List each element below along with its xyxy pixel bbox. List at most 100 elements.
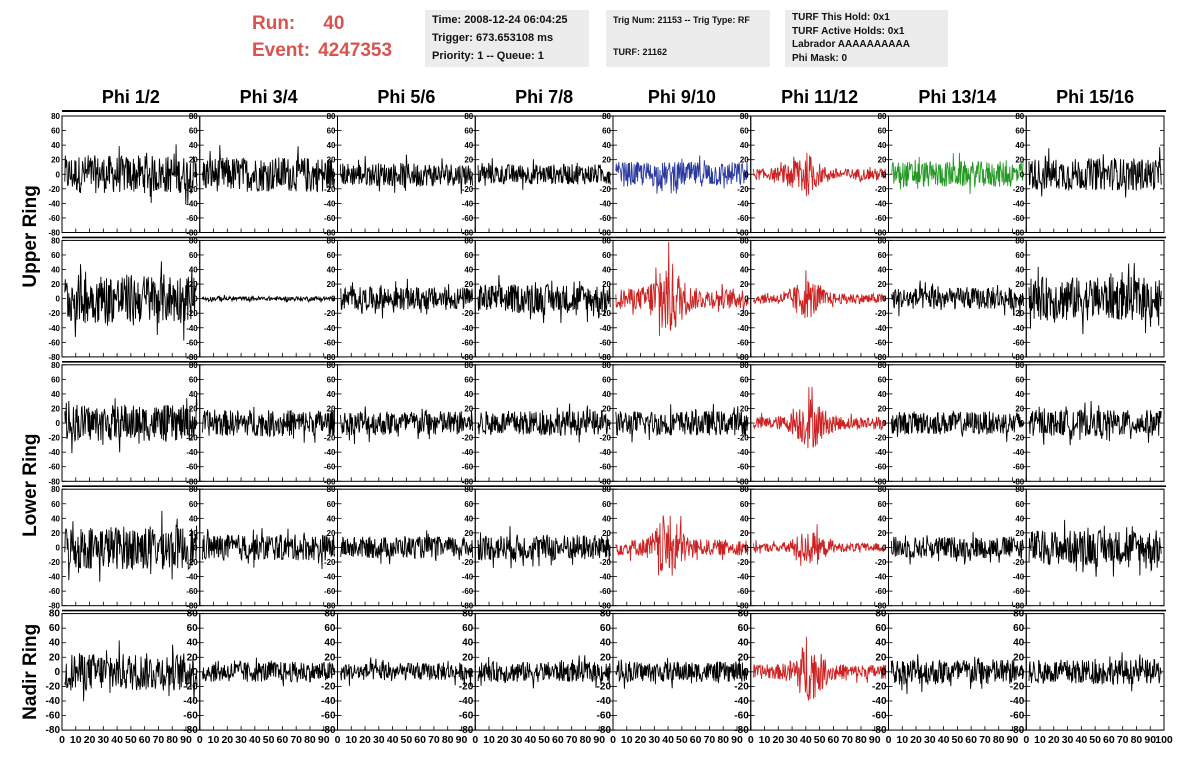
y-tick-label: -40 bbox=[737, 324, 749, 333]
y-tick-label: -40 bbox=[597, 696, 612, 707]
y-tick-label: -80 bbox=[599, 229, 611, 238]
y-tick-label: -60 bbox=[46, 711, 61, 722]
y-tick-label: 0 bbox=[331, 170, 336, 179]
y-tick-label: 60 bbox=[602, 375, 611, 384]
x-tick-label: 10 bbox=[345, 734, 357, 746]
x-tick-label: 0 bbox=[335, 734, 341, 746]
y-tick-label: 40 bbox=[49, 638, 61, 649]
x-tick-label: 80 bbox=[855, 734, 867, 746]
y-tick-label: 80 bbox=[878, 361, 887, 370]
y-tick-label: 0 bbox=[54, 667, 60, 678]
x-tick-label: 40 bbox=[111, 734, 123, 746]
waveform-trace bbox=[615, 241, 749, 336]
x-tick-label: 50 bbox=[263, 734, 275, 746]
x-tick-label: 20 bbox=[1048, 734, 1060, 746]
y-tick-label: -80 bbox=[737, 477, 749, 486]
y-tick-label: 0 bbox=[607, 170, 612, 179]
y-tick-label: -60 bbox=[737, 338, 749, 347]
x-tick-label: 80 bbox=[304, 734, 316, 746]
x-tick-label: 50 bbox=[1089, 734, 1101, 746]
y-tick-label: 0 bbox=[882, 419, 887, 428]
y-tick-label: 0 bbox=[193, 295, 198, 304]
y-tick-label: -20 bbox=[321, 681, 336, 692]
x-tick-label: 80 bbox=[166, 734, 178, 746]
y-tick-label: -60 bbox=[186, 338, 198, 347]
y-tick-label: 40 bbox=[51, 514, 60, 523]
waveform-trace bbox=[64, 144, 198, 205]
y-tick-label: -20 bbox=[324, 309, 336, 318]
y-tick-label: -20 bbox=[459, 681, 474, 692]
y-tick-label: 60 bbox=[1015, 251, 1024, 260]
y-tick-label: 0 bbox=[1019, 667, 1025, 678]
x-tick-label: 60 bbox=[965, 734, 977, 746]
turf-active-holds-text: TURF Active Holds: 0x1 bbox=[792, 25, 905, 37]
y-tick-label: -80 bbox=[186, 229, 198, 238]
y-tick-label: -20 bbox=[599, 309, 611, 318]
y-tick-label: 20 bbox=[464, 280, 473, 289]
x-tick-label: 80 bbox=[1131, 734, 1143, 746]
y-tick-label: -20 bbox=[462, 309, 474, 318]
x-tick-label: 80 bbox=[442, 734, 454, 746]
x-tick-label: 40 bbox=[1076, 734, 1088, 746]
y-tick-label: 60 bbox=[49, 623, 61, 634]
y-tick-label: 40 bbox=[738, 638, 750, 649]
y-tick-label: 0 bbox=[193, 543, 198, 552]
x-tick-label: 0 bbox=[59, 734, 65, 746]
y-tick-label: -80 bbox=[1013, 229, 1025, 238]
waveform-trace bbox=[890, 654, 1024, 695]
y-tick-label: 20 bbox=[464, 404, 473, 413]
y-tick-label: -60 bbox=[186, 214, 198, 223]
y-tick-label: 40 bbox=[464, 141, 473, 150]
y-tick-label: -20 bbox=[737, 185, 749, 194]
column-title: Phi 11/12 bbox=[781, 87, 858, 107]
waveform-trace bbox=[477, 275, 611, 324]
waveform-trace bbox=[64, 640, 198, 702]
x-tick-label: 80 bbox=[580, 734, 592, 746]
y-tick-label: -80 bbox=[186, 353, 198, 362]
y-tick-label: 80 bbox=[1015, 236, 1024, 245]
y-tick-label: -80 bbox=[599, 353, 611, 362]
y-tick-label: -80 bbox=[321, 725, 336, 736]
y-tick-label: -60 bbox=[48, 338, 60, 347]
y-tick-label: 0 bbox=[56, 295, 61, 304]
x-tick-label: 90 bbox=[731, 734, 743, 746]
y-tick-label: 0 bbox=[607, 419, 612, 428]
y-tick-label: 20 bbox=[1015, 404, 1024, 413]
y-tick-label: -80 bbox=[46, 725, 61, 736]
y-tick-label: 20 bbox=[327, 404, 336, 413]
y-tick-label: 40 bbox=[189, 141, 198, 150]
waveform-trace bbox=[753, 636, 887, 701]
y-tick-label: 40 bbox=[1015, 141, 1024, 150]
y-tick-label: -60 bbox=[597, 711, 612, 722]
x-tick-label: 50 bbox=[538, 734, 550, 746]
y-tick-label: -60 bbox=[875, 463, 887, 472]
y-tick-label: 80 bbox=[464, 236, 473, 245]
waveform-trace bbox=[339, 154, 473, 194]
y-tick-label: 0 bbox=[56, 543, 61, 552]
y-tick-label: 80 bbox=[602, 112, 611, 121]
x-tick-label: 60 bbox=[139, 734, 151, 746]
x-tick-label: 60 bbox=[828, 734, 840, 746]
y-tick-label: 60 bbox=[1015, 375, 1024, 384]
y-tick-label: 40 bbox=[740, 514, 749, 523]
y-tick-label: 60 bbox=[189, 251, 198, 260]
x-tick-label: 40 bbox=[662, 734, 674, 746]
y-tick-label: -80 bbox=[48, 477, 60, 486]
y-tick-label: -20 bbox=[183, 681, 198, 692]
x-tick-label: 0 bbox=[886, 734, 892, 746]
run-label: Run: bbox=[252, 13, 296, 34]
y-tick-label: -20 bbox=[599, 185, 611, 194]
y-tick-label: 80 bbox=[327, 236, 336, 245]
y-tick-label: 40 bbox=[878, 514, 887, 523]
y-tick-label: -80 bbox=[183, 725, 198, 736]
waveform-trace bbox=[890, 152, 1024, 195]
y-tick-label: -40 bbox=[186, 199, 198, 208]
y-tick-label: 20 bbox=[51, 156, 60, 165]
x-tick-label: 20 bbox=[772, 734, 784, 746]
y-tick-label: -40 bbox=[1010, 696, 1025, 707]
y-tick-label: -20 bbox=[875, 434, 887, 443]
x-tick-label: 30 bbox=[373, 734, 385, 746]
x-tick-label: 30 bbox=[97, 734, 109, 746]
y-tick-label: -60 bbox=[48, 463, 60, 472]
x-tick-label: 0 bbox=[1023, 734, 1029, 746]
